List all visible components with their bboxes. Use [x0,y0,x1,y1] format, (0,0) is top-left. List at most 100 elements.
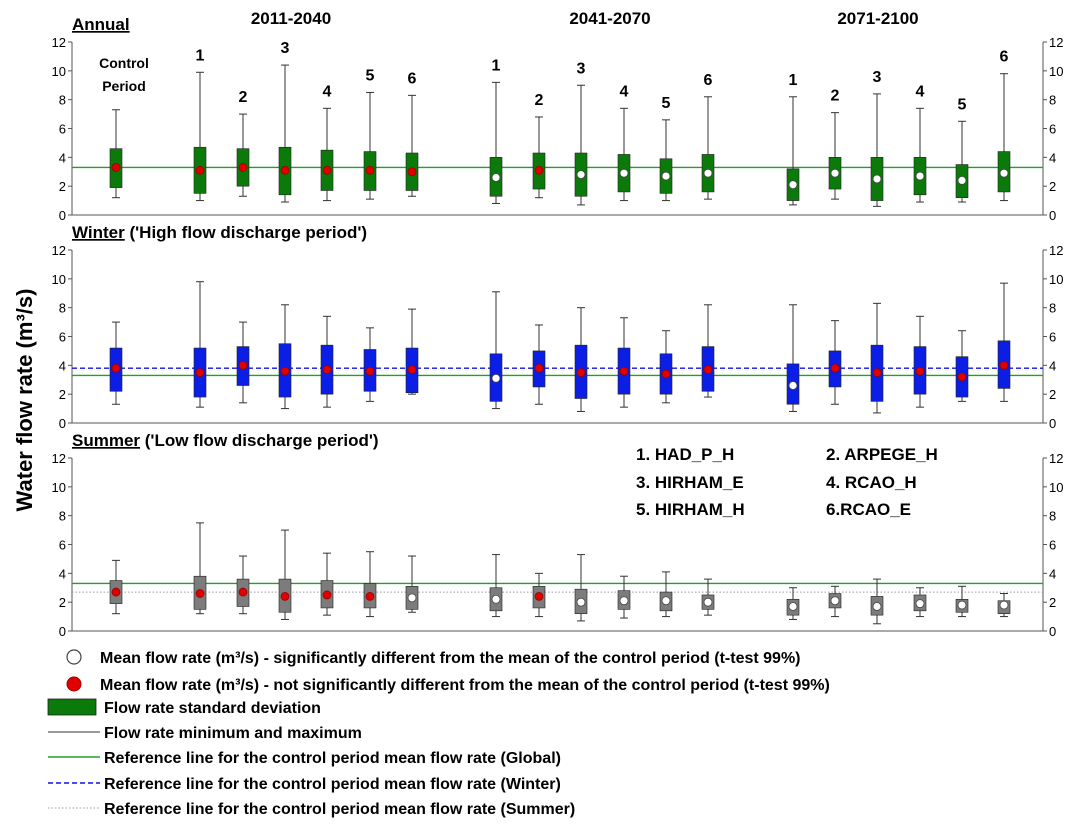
mean-marker-not-significant [238,587,248,597]
y-tick-label-right: 6 [1049,538,1056,553]
model-number-label: 6 [408,70,417,87]
y-tick-label-left: 0 [59,208,66,223]
period-header: 2071-2100 [837,9,918,28]
y-tick-label-right: 4 [1049,566,1056,581]
mean-marker-significant [619,168,629,178]
legend-item: Mean flow rate (m³/s) - not significantl… [66,676,830,694]
mean-marker-significant [872,602,882,611]
model-number-label: 3 [281,40,290,57]
mean-marker-not-significant [365,366,375,376]
y-tick-label-left: 2 [59,179,66,194]
y-tick-label-left: 12 [52,243,66,258]
mean-marker-significant [661,171,671,181]
mean-marker-not-significant [111,163,121,172]
mean-marker-not-significant [111,587,121,597]
model-number-label: 5 [662,95,671,112]
y-tick-label-right: 6 [1049,122,1056,137]
model-key-entry: 4. RCAO_H [826,473,917,492]
mean-marker-significant [619,596,629,606]
legend-item: Mean flow rate (m³/s) - significantly di… [66,649,801,667]
mean-marker-not-significant [703,365,713,375]
model-number-label: 3 [873,69,882,86]
mean-marker-significant [576,170,586,180]
model-key-entry: 5. HIRHAM_H [636,500,745,519]
control-period-label: Control [99,55,149,71]
y-tick-label-left: 10 [52,64,66,79]
model-number-label: 5 [958,96,967,113]
legend-label: Reference line for the control period me… [104,750,561,767]
panel-subtitle: ('Low flow discharge period') [140,431,379,450]
model-number-label: 2 [239,89,248,106]
y-tick-label-right: 0 [1049,416,1056,431]
model-number-label: 5 [366,67,375,84]
legend-item: Flow rate minimum and maximum [48,725,362,742]
mean-marker-significant [491,594,501,604]
model-number-label: 1 [196,47,205,64]
mean-marker-not-significant [322,590,332,600]
mean-marker-significant [830,168,840,178]
y-tick-label-left: 6 [59,330,66,345]
mean-marker-not-significant [280,592,290,601]
mean-marker-significant [999,600,1009,610]
y-tick-label-right: 0 [1049,624,1056,639]
panel-subtitle: ('High flow discharge period') [125,223,367,242]
model-number-label: 2 [831,88,840,105]
model-number-label: 4 [323,83,332,100]
panel-title: Winter ('High flow discharge period') [72,223,367,242]
legend-item: Reference line for the control period me… [48,801,575,818]
mean-marker-not-significant [576,368,586,377]
y-tick-label-right: 10 [1049,480,1063,495]
y-tick-label-left: 4 [59,358,66,373]
mean-marker-not-significant [365,592,375,601]
mean-marker-significant [491,173,501,182]
y-tick-label-left: 8 [59,509,66,524]
y-tick-label-right: 6 [1049,330,1056,345]
y-tick-label-right: 4 [1049,150,1056,165]
y-tick-label-right: 12 [1049,35,1063,50]
y-tick-label-left: 10 [52,272,66,287]
mean-marker-significant [788,180,798,190]
legend-symbol-red-circle [66,676,82,692]
y-tick-label-right: 8 [1049,301,1056,316]
mean-marker-significant [830,596,840,606]
model-key-entry: 1. HAD_P_H [636,445,734,464]
y-tick-label-left: 10 [52,480,66,495]
mean-marker-significant [407,593,417,603]
legend-label: Mean flow rate (m³/s) - significantly di… [100,650,801,667]
mean-marker-significant [576,597,586,607]
mean-marker-significant [872,174,882,184]
mean-marker-not-significant [534,165,544,175]
model-key-entry: 6.RCAO_E [826,500,911,519]
mean-marker-significant [957,175,967,185]
legend-item: Flow rate standard deviation [47,698,321,717]
legend-label: Reference line for the control period me… [104,776,561,793]
legend-label: Mean flow rate (m³/s) - not significantl… [100,677,830,694]
control-period-label: Period [102,78,146,94]
y-tick-label-right: 4 [1049,358,1056,373]
y-tick-label-right: 2 [1049,595,1056,610]
period-header: 2011-2040 [251,9,331,28]
legend-label: Reference line for the control period me… [104,801,575,818]
mean-marker-significant [788,381,798,390]
mean-marker-not-significant [619,366,629,376]
mean-marker-significant [915,599,925,609]
mean-marker-significant [915,171,925,181]
mean-marker-significant [788,602,798,611]
model-number-label: 4 [916,83,925,100]
y-tick-label-left: 0 [59,416,66,431]
mean-marker-not-significant [280,165,290,175]
model-number-label: 6 [1000,49,1009,66]
mean-marker-not-significant [661,369,671,379]
y-axis-title: Water flow rate (m³/s) [12,289,37,512]
legend-symbol-white-circle [66,649,82,665]
y-tick-label-right: 10 [1049,272,1063,287]
y-tick-label-left: 2 [59,595,66,610]
mean-marker-not-significant [957,372,967,382]
y-tick-label-left: 6 [59,538,66,553]
y-tick-label-left: 12 [52,451,66,466]
y-tick-label-right: 0 [1049,208,1056,223]
panel-title: Annual [72,15,130,34]
panel-season: Annual [72,15,130,34]
y-tick-label-left: 6 [59,122,66,137]
legend-label: Flow rate standard deviation [104,700,321,717]
